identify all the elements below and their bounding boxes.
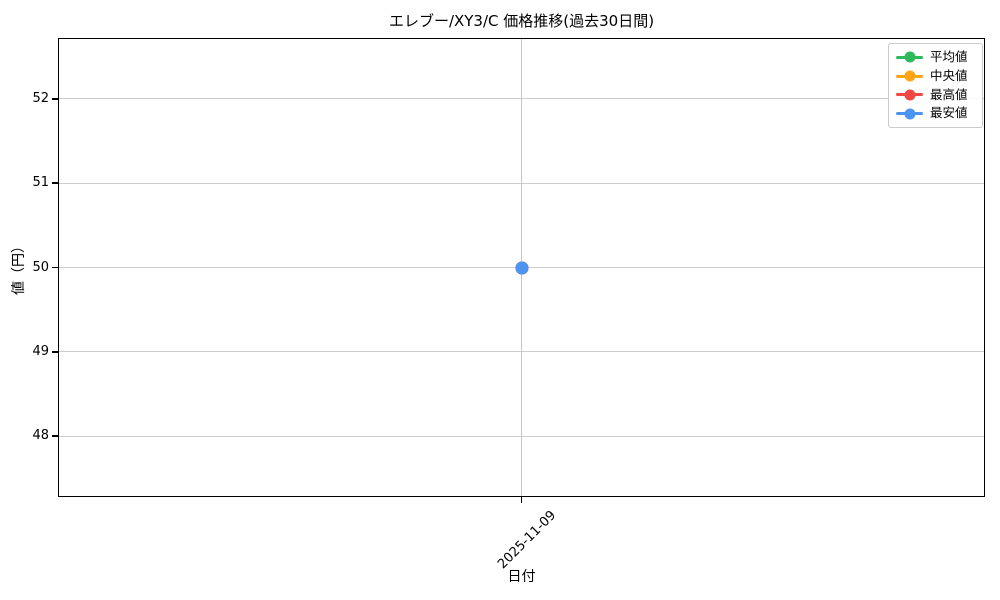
y-tick-label: 50 xyxy=(32,259,49,275)
y-tick-mark xyxy=(52,182,58,185)
y-axis-label: 値（円） xyxy=(11,239,27,295)
legend-marker-icon xyxy=(904,51,915,63)
legend-line xyxy=(896,51,923,63)
y-tick-mark xyxy=(52,266,58,269)
legend-marker-icon xyxy=(904,89,915,101)
legend-label: 平均値 xyxy=(930,49,968,65)
legend-label: 最安値 xyxy=(930,105,968,121)
legend-marker-icon xyxy=(904,108,915,120)
y-tick-label: 49 xyxy=(32,343,49,359)
legend-line xyxy=(896,70,923,82)
y-tick-mark xyxy=(52,350,58,353)
legend-item: 最安値 xyxy=(896,104,975,123)
y-tick-label: 52 xyxy=(32,90,49,106)
y-tick-mark xyxy=(52,435,58,438)
legend-line xyxy=(896,108,923,120)
data-point-marker xyxy=(515,261,528,274)
plot-area: 48 49 50 51 52 2025-11-09 xyxy=(32,38,985,572)
legend-label: 最高値 xyxy=(930,86,968,102)
x-tick-mark xyxy=(520,497,523,503)
legend-item: 中央値 xyxy=(896,67,975,86)
x-axis-label: 日付 xyxy=(507,569,536,585)
chart-title: エレブー/XY3/C 価格推移(過去30日間) xyxy=(388,12,655,30)
legend-marker-icon xyxy=(904,70,915,82)
x-tick-label: 2025-11-09 xyxy=(495,508,560,573)
y-tick-label: 48 xyxy=(32,428,49,444)
legend-item: 平均値 xyxy=(896,48,975,67)
y-tick-mark xyxy=(52,97,58,100)
legend-label: 中央値 xyxy=(930,67,968,83)
legend-item: 最高値 xyxy=(896,86,975,105)
legend-line xyxy=(896,89,923,101)
y-tick-label: 51 xyxy=(32,175,49,191)
legend: 平均値中央値最高値最安値 xyxy=(888,43,983,128)
